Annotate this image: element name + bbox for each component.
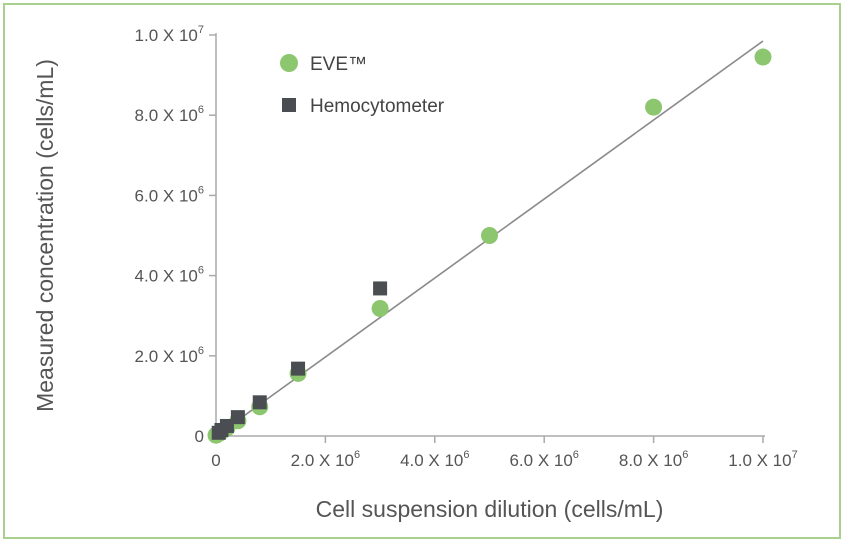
y-tick-label: 2.0 X 106 — [135, 345, 204, 366]
axes — [215, 33, 765, 437]
x-tick-label: 2.0 X 106 — [291, 449, 360, 470]
x-ticks: 0 2.0 X 106 4.0 X 106 6.0 X 106 8.0 X 106 1.0… — [211, 436, 798, 470]
legend: EVE™ Hemocytometer — [280, 54, 445, 117]
eve-point — [754, 48, 772, 66]
y-axis-title: Measured concentration (cells/mL) — [32, 59, 58, 412]
hemocytometer-point — [252, 395, 267, 410]
hemocytometer-point — [373, 281, 388, 296]
hemocytometer-point — [219, 418, 234, 433]
eve-point — [645, 98, 663, 116]
x-tick-label: 4.0 X 106 — [400, 449, 469, 470]
hemocytometer-point — [291, 361, 306, 376]
legend-label: EVE™ — [310, 54, 367, 75]
legend-label: Hemocytometer — [310, 96, 445, 117]
x-axis-title: Cell suspension dilution (cells/mL) — [316, 496, 664, 522]
chart-frame: 0 2.0 X 106 4.0 X 106 6.0 X 106 8.0 X 106 1.0… — [3, 3, 841, 539]
x-tick-label: 0 — [211, 451, 220, 470]
y-tick-label: 4.0 X 106 — [135, 265, 204, 286]
scatter-chart: 0 2.0 X 106 4.0 X 106 6.0 X 106 8.0 X 106 1.0… — [32, 24, 798, 522]
y-tick-label: 1.0 X 107 — [135, 24, 204, 45]
legend-marker-hemocytometer — [282, 98, 296, 112]
y-tick-label: 0 — [195, 427, 204, 446]
data-points — [207, 48, 772, 444]
x-tick-label: 6.0 X 106 — [509, 449, 578, 470]
y-tick-label: 6.0 X 106 — [135, 184, 204, 205]
y-tick-label: 8.0 X 106 — [135, 104, 204, 125]
hemocytometer-point — [230, 410, 245, 425]
y-ticks: 0 2.0 X 106 4.0 X 106 6.0 X 106 8.0 X 106 1.0… — [135, 24, 216, 446]
legend-marker-eve — [280, 54, 298, 72]
x-tick-label: 1.0 X 107 — [728, 449, 797, 470]
x-tick-label: 8.0 X 106 — [619, 449, 688, 470]
eve-point — [481, 227, 498, 244]
eve-point — [371, 299, 389, 317]
